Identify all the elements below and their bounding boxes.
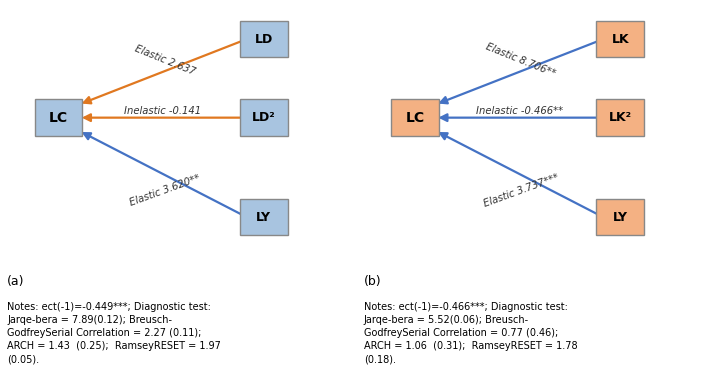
Text: LC: LC [406,110,424,125]
FancyBboxPatch shape [596,199,645,236]
FancyBboxPatch shape [391,99,439,136]
Text: Elastic 2.637: Elastic 2.637 [133,44,196,77]
Text: LK²: LK² [609,111,632,124]
Text: Inelastic -0.141: Inelastic -0.141 [124,106,201,116]
FancyBboxPatch shape [596,21,645,57]
Text: (a): (a) [7,275,25,288]
Text: Elastic 8.706**: Elastic 8.706** [485,42,558,79]
FancyBboxPatch shape [240,99,288,136]
Text: Notes: ect(-1)=-0.466***; Diagnostic test:
Jarqe-bera = 5.52(0.06); Breusch-
God: Notes: ect(-1)=-0.466***; Diagnostic tes… [364,302,578,365]
Text: (b): (b) [364,275,381,288]
Text: LK: LK [612,33,629,45]
Text: Notes: ect(-1)=-0.449***; Diagnostic test:
Jarqe-bera = 7.89(0.12); Breusch-
God: Notes: ect(-1)=-0.449***; Diagnostic tes… [7,302,221,365]
FancyBboxPatch shape [240,21,288,57]
Text: LD²: LD² [252,111,276,124]
Text: Inelastic -0.466**: Inelastic -0.466** [476,106,563,116]
Text: LD: LD [255,33,273,45]
Text: LC: LC [49,110,68,125]
FancyBboxPatch shape [596,99,645,136]
Text: Elastic 3.737***: Elastic 3.737*** [482,173,560,209]
FancyBboxPatch shape [34,99,83,136]
Text: Elastic 3.620**: Elastic 3.620** [128,174,201,208]
FancyBboxPatch shape [240,199,288,236]
Text: LY: LY [256,211,272,224]
Text: LY: LY [612,211,628,224]
